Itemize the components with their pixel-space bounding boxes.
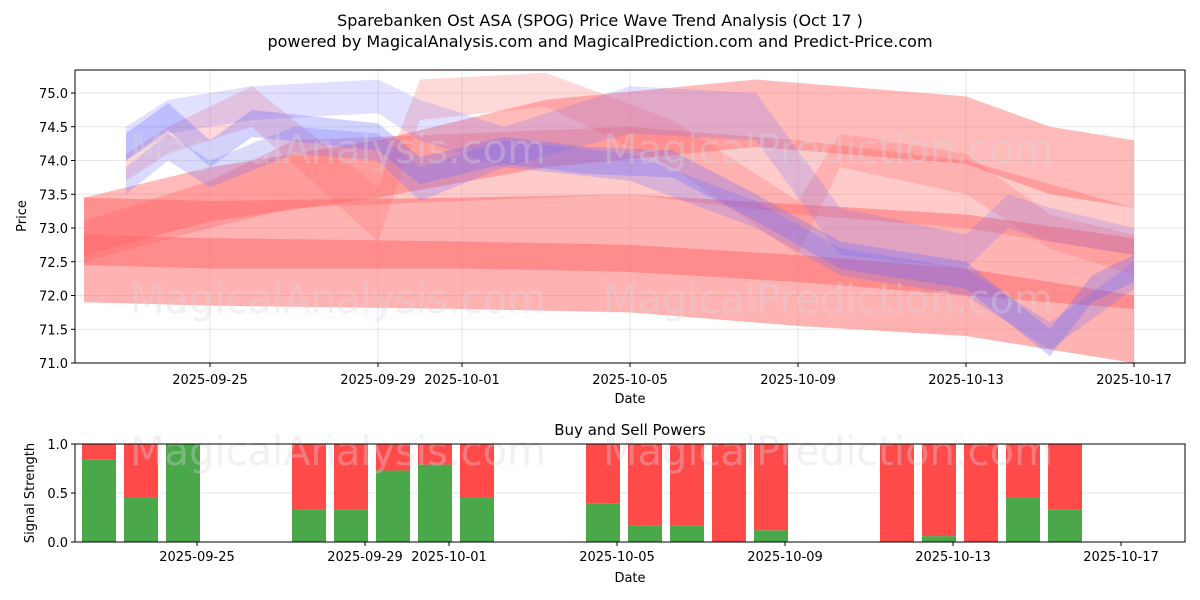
buy-bar [292,509,326,542]
buy-bar [460,497,494,542]
price-chart: MagicalAnalysis.com MagicalPrediction.co… [15,69,1186,407]
price-band-blue-wave-2 [126,79,1134,269]
price-y-tick-label: 72.5 [39,256,68,271]
buy-bar [334,509,368,542]
price-band-purple-wave [126,126,1134,350]
signal-y-tick-label: 0.5 [47,487,68,502]
price-bands [84,72,1134,363]
price-y-tick-label: 73.5 [39,188,68,203]
price-y-ticks: 71.0 71.5 72.0 72.5 73.0 73.5 74.0 74.5 75.0 [39,87,75,372]
watermark-bottom-right: MagicalPrediction.com [603,429,1053,475]
sell-bar [82,444,116,460]
signal-x-ticks: 2025-09-25 2025-09-29 2025-10-01 2025-10-05… [159,542,1159,565]
buy-bar [754,530,788,542]
price-x-tick-label: 2025-09-25 [172,373,248,388]
price-band-red-rising [84,126,1134,262]
sell-bar [124,444,158,498]
watermark-mid-right: MagicalPrediction.com [603,277,1053,323]
signal-y-tick-label: 1.0 [47,438,68,453]
sell-bar [418,444,452,465]
price-band-red-wide-low [84,194,1134,363]
watermark-bottom-left: MagicalAnalysis.com [130,429,546,475]
price-y-tick-label: 74.5 [39,121,68,136]
price-y-tick-label: 71.0 [39,357,68,372]
buy-bar [376,470,410,542]
signal-y-label: Signal Strength [23,443,38,543]
price-y-label: Price [15,200,30,232]
signal-x-tick-label: 2025-10-01 [411,550,487,565]
price-x-tick-label: 2025-09-29 [340,373,416,388]
signal-x-tick-label: 2025-09-29 [327,550,403,565]
sell-bar [376,444,410,471]
signal-y-ticks: 0.0 0.5 1.0 [47,438,75,551]
signal-y-tick-label: 0.0 [47,536,68,551]
price-y-tick-label: 74.0 [39,155,68,170]
sell-bar [754,444,788,531]
sell-bar [1048,444,1082,510]
signal-bars [82,444,1082,542]
sell-bar [712,444,746,542]
sell-bar [460,444,494,498]
price-x-ticks: 2025-09-25 2025-09-29 2025-10-01 2025-10-05… [172,363,1172,388]
buy-bar [628,525,662,542]
buy-bar [166,444,200,542]
sell-bar [880,444,914,542]
signal-x-tick-label: 2025-10-05 [579,550,655,565]
sell-bar [670,444,704,526]
signal-x-label: Date [614,571,645,586]
sell-bar [292,444,326,510]
watermark-top-right: MagicalPrediction.com [603,127,1053,173]
price-x-tick-label: 2025-10-17 [1096,373,1172,388]
price-x-tick-label: 2025-10-05 [592,373,668,388]
sell-bar [628,444,662,526]
watermark-top-left: MagicalAnalysis.com [130,127,546,173]
buy-bar [1006,497,1040,542]
price-x-tick-label: 2025-10-13 [928,373,1004,388]
price-band-pink-zigzag [126,72,1134,276]
buy-bar [124,497,158,542]
signal-x-tick-label: 2025-10-09 [747,550,823,565]
signal-chart-title: Buy and Sell Powers [554,421,706,439]
buy-bar [586,503,620,542]
price-y-tick-label: 73.0 [39,222,68,237]
signal-x-tick-label: 2025-09-25 [159,550,235,565]
signal-x-tick-label: 2025-10-13 [915,550,991,565]
buy-bar [1048,509,1082,542]
sell-bar [1006,444,1040,498]
signal-x-tick-label: 2025-10-17 [1083,550,1159,565]
sell-bar [586,444,620,504]
buy-bar [670,525,704,542]
price-x-label: Date [614,392,645,407]
price-x-tick-label: 2025-10-09 [760,373,836,388]
price-x-tick-label: 2025-10-01 [424,373,500,388]
chart-subtitle: powered by MagicalAnalysis.com and Magic… [267,32,932,51]
price-band-red-core-low [84,234,1134,309]
buy-bar [418,464,452,542]
price-y-tick-label: 75.0 [39,87,68,102]
price-y-tick-label: 71.5 [39,323,68,338]
price-band-blue-wave-1 [126,103,1134,357]
sell-bar [964,444,998,542]
watermark-mid-left: MagicalAnalysis.com [130,277,546,323]
buy-bar [922,536,956,542]
sell-bar [922,444,956,537]
price-y-tick-label: 72.0 [39,290,68,305]
chart-title: Sparebanken Ost ASA (SPOG) Price Wave Tr… [337,11,863,30]
sell-bar [334,444,368,510]
buy-bar [82,459,116,542]
signal-chart: Buy and Sell Powers MagicalAnalysis.com … [23,421,1186,586]
price-band-red-upper-wide [84,79,1134,255]
